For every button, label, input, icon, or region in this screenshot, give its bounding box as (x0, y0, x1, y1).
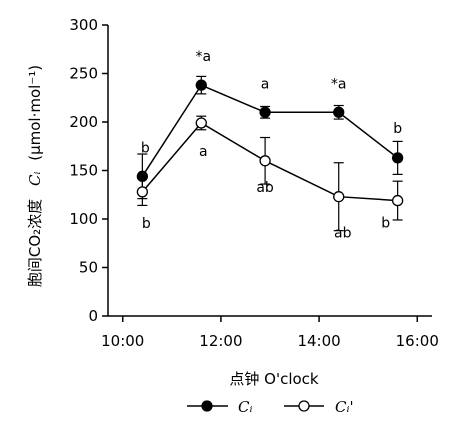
x-axis-ticks: 10:00 12:00 14:00 16:00 (101, 316, 439, 350)
y-tick-label: 300 (69, 16, 98, 34)
legend-marker-ci (201, 400, 213, 412)
y-axis-title-main: 胞间CO₂浓度 (26, 199, 44, 287)
significance-label: ab (334, 226, 352, 242)
significance-label: b (381, 216, 390, 232)
data-point (391, 152, 404, 164)
data-point (333, 106, 345, 118)
data-point (391, 194, 404, 207)
legend-marker-ci-prime (298, 400, 310, 412)
significance-label: b (393, 121, 402, 137)
data-point (195, 117, 207, 129)
y-axis-title-symbol: Cᵢ (26, 172, 44, 187)
significance-label: a (261, 76, 270, 92)
y-axis-ticks: 0 50 100 150 200 250 300 (69, 16, 108, 325)
y-axis-title-unit: (μmol·mol⁻¹) (26, 65, 44, 161)
plot-axes (107, 25, 432, 317)
series-layer: b *a a *a b b a ab ab b (136, 49, 404, 242)
data-point (195, 79, 207, 91)
y-tick-label: 200 (69, 113, 98, 131)
series-ci-prime: b a ab ab b (136, 115, 404, 242)
x-tick-label: 16:00 (396, 332, 439, 350)
y-tick-label: 250 (69, 65, 98, 83)
data-point (136, 186, 149, 198)
x-tick-label: 14:00 (297, 332, 340, 350)
significance-label: b (142, 216, 151, 232)
data-point (333, 191, 345, 203)
data-point (259, 106, 271, 118)
x-tick-label: 10:00 (101, 332, 144, 350)
y-axis-title: 胞间CO₂浓度 Cᵢ (μmol·mol⁻¹) (26, 65, 44, 287)
significance-label: b (141, 140, 150, 156)
x-tick-label: 12:00 (199, 332, 242, 350)
significance-label: *a (195, 49, 211, 65)
series-ci: b *a a *a b (136, 49, 404, 200)
significance-label: a (199, 144, 208, 160)
significance-label: *a (331, 76, 347, 92)
significance-label: ab (256, 180, 274, 196)
y-tick-label: 100 (69, 210, 98, 228)
y-tick-label: 150 (69, 162, 98, 180)
data-point (259, 155, 271, 167)
legend-label-ci: Cᵢ (238, 398, 253, 416)
legend-label-ci-prime: Cᵢ' (335, 398, 354, 416)
legend: Cᵢ Cᵢ' (187, 398, 354, 416)
y-tick-label: 0 (88, 307, 98, 325)
y-tick-label: 50 (79, 259, 98, 277)
svg-text:胞间CO₂浓度 Cᵢ (μmol·m: 胞间CO₂浓度 Cᵢ (μmol·mol⁻¹) (26, 65, 44, 287)
x-axis-title: 点钟 O'clock (229, 370, 319, 388)
